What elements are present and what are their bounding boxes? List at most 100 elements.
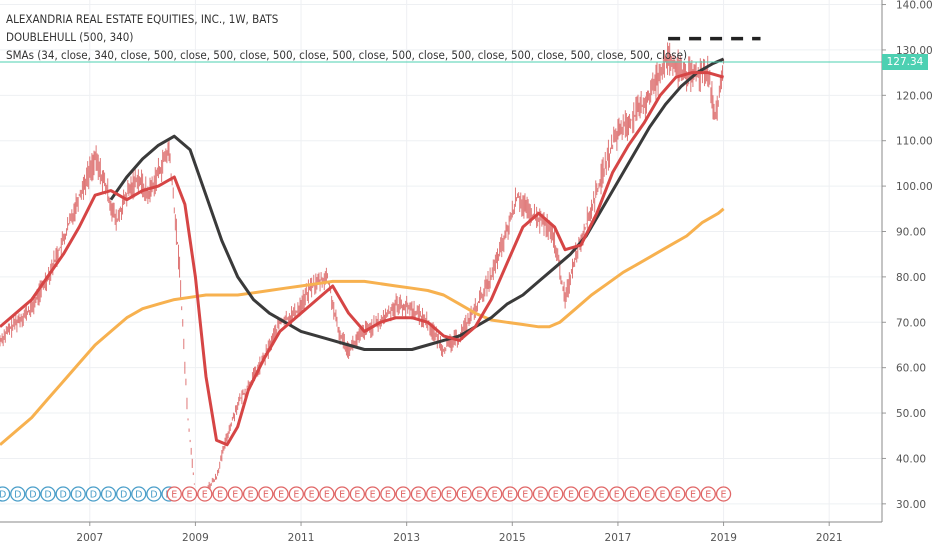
earnings-marker-label: E (217, 490, 223, 501)
earnings-marker-label: E (537, 490, 543, 501)
earnings-marker-label: E (721, 490, 727, 501)
earnings-marker-label: E (660, 490, 666, 501)
earnings-marker (471, 486, 488, 502)
earnings-marker (502, 486, 518, 502)
earnings-marker (288, 486, 304, 502)
dividend-marker-label: D (90, 490, 97, 501)
x-tick-label: 2021 (816, 532, 843, 544)
earnings-marker-label: E (492, 490, 498, 501)
earnings-marker-label: E (598, 490, 604, 501)
dividend-marker-label: D (120, 490, 127, 501)
earnings-marker-label: E (614, 490, 620, 501)
earnings-marker-label: E (446, 490, 452, 501)
grid-lines (0, 0, 882, 522)
y-tick-label: 60.00 (896, 363, 926, 375)
earnings-marker (273, 486, 289, 502)
dividend-marker (115, 486, 132, 502)
earnings-marker-label: E (553, 490, 559, 501)
earnings-marker (334, 486, 350, 502)
x-tick-label: 2013 (393, 532, 420, 544)
earnings-marker-label: E (629, 490, 635, 501)
dividend-marker (146, 486, 162, 502)
earnings-marker-label: E (705, 490, 711, 501)
last-price-badge: 127.34 (882, 54, 928, 70)
earnings-marker (563, 486, 579, 502)
earnings-marker (517, 486, 533, 502)
x-tick-label: 2007 (76, 532, 103, 544)
dividend-marker-label: D (14, 490, 21, 501)
earnings-marker-label: E (293, 490, 299, 501)
earnings-marker-label: E (370, 490, 376, 501)
earnings-marker-label: E (675, 490, 681, 501)
dividend-marker (10, 486, 26, 502)
earnings-marker-label: E (187, 490, 193, 501)
earnings-marker-label: E (461, 490, 467, 501)
x-tick-label: 2011 (288, 532, 315, 544)
earnings-marker (380, 486, 396, 502)
earnings-marker (242, 486, 259, 502)
earnings-marker-label: E (248, 490, 254, 501)
earnings-marker-label: E (583, 490, 589, 501)
earnings-marker-label: E (278, 490, 284, 501)
dividend-marker-label: D (75, 490, 82, 501)
earnings-marker-label: E (385, 490, 391, 501)
earnings-marker-label: E (263, 490, 269, 501)
dividend-marker (0, 486, 11, 502)
x-tick-label: 2009 (182, 532, 209, 544)
dividend-marker-label: D (29, 490, 36, 501)
earnings-marker (395, 486, 411, 502)
dividend-marker (40, 486, 56, 502)
dividend-marker (70, 486, 86, 502)
symbol-title[interactable]: ALEXANDRIA REAL ESTATE EQUITIES, INC., 1… (6, 12, 279, 26)
y-tick-label: 70.00 (896, 317, 926, 329)
sma340-line (109, 57, 725, 351)
earnings-marker (639, 486, 655, 502)
earnings-marker-label: E (232, 490, 238, 501)
y-tick-label: 130.00 (896, 45, 932, 57)
earnings-marker (181, 486, 198, 502)
dividend-marker-label: D (44, 490, 51, 501)
earnings-marker-label: E (476, 490, 482, 501)
x-tick-label: 2019 (710, 532, 737, 544)
earnings-marker-label: E (415, 490, 421, 501)
earnings-marker-label: E (354, 490, 360, 501)
indicator-doublehull-label[interactable]: DOUBLEHULL (500, 340) (6, 30, 134, 44)
earnings-marker (364, 486, 381, 502)
y-tick-label: 100.00 (896, 181, 932, 193)
earnings-marker (548, 486, 564, 502)
y-tick-label: 90.00 (896, 226, 926, 238)
earnings-marker-label: E (507, 490, 513, 501)
earnings-marker-label: E (522, 490, 528, 501)
y-tick-label: 110.00 (896, 136, 932, 148)
earnings-marker (654, 486, 671, 502)
event-markers: DDDDDDDDDDDDEEEEEEEEEEEEEEEEEEEEEEEEEEEE… (0, 486, 732, 502)
earnings-marker-label: E (202, 490, 208, 501)
earnings-marker (258, 486, 274, 502)
indicator-smas-label[interactable]: SMAs (34, close, 340, close, 500, close,… (6, 48, 688, 62)
earnings-marker-label: E (568, 490, 574, 501)
y-tick-label: 40.00 (896, 453, 926, 465)
dividend-marker (25, 486, 41, 502)
earnings-marker (593, 486, 610, 502)
y-tick-label: 50.00 (896, 408, 926, 420)
earnings-marker (212, 486, 228, 502)
earnings-marker (532, 486, 549, 502)
earnings-marker-label: E (400, 490, 406, 501)
earnings-marker (609, 486, 625, 502)
sma500-line (0, 207, 725, 446)
earnings-marker-label: E (171, 490, 177, 501)
dividend-marker (55, 486, 71, 502)
dividend-marker (85, 486, 102, 502)
earnings-marker-label: E (309, 490, 315, 501)
dividend-marker-label: D (150, 490, 157, 501)
x-tick-label: 2015 (499, 532, 526, 544)
earnings-marker (685, 486, 701, 502)
dividend-marker-label: D (135, 490, 142, 501)
earnings-marker (624, 486, 640, 502)
earnings-marker (441, 486, 457, 502)
earnings-marker-label: E (690, 490, 696, 501)
dividend-marker-label: D (59, 490, 66, 501)
earnings-marker-label: E (339, 490, 345, 501)
earnings-marker (410, 486, 427, 502)
